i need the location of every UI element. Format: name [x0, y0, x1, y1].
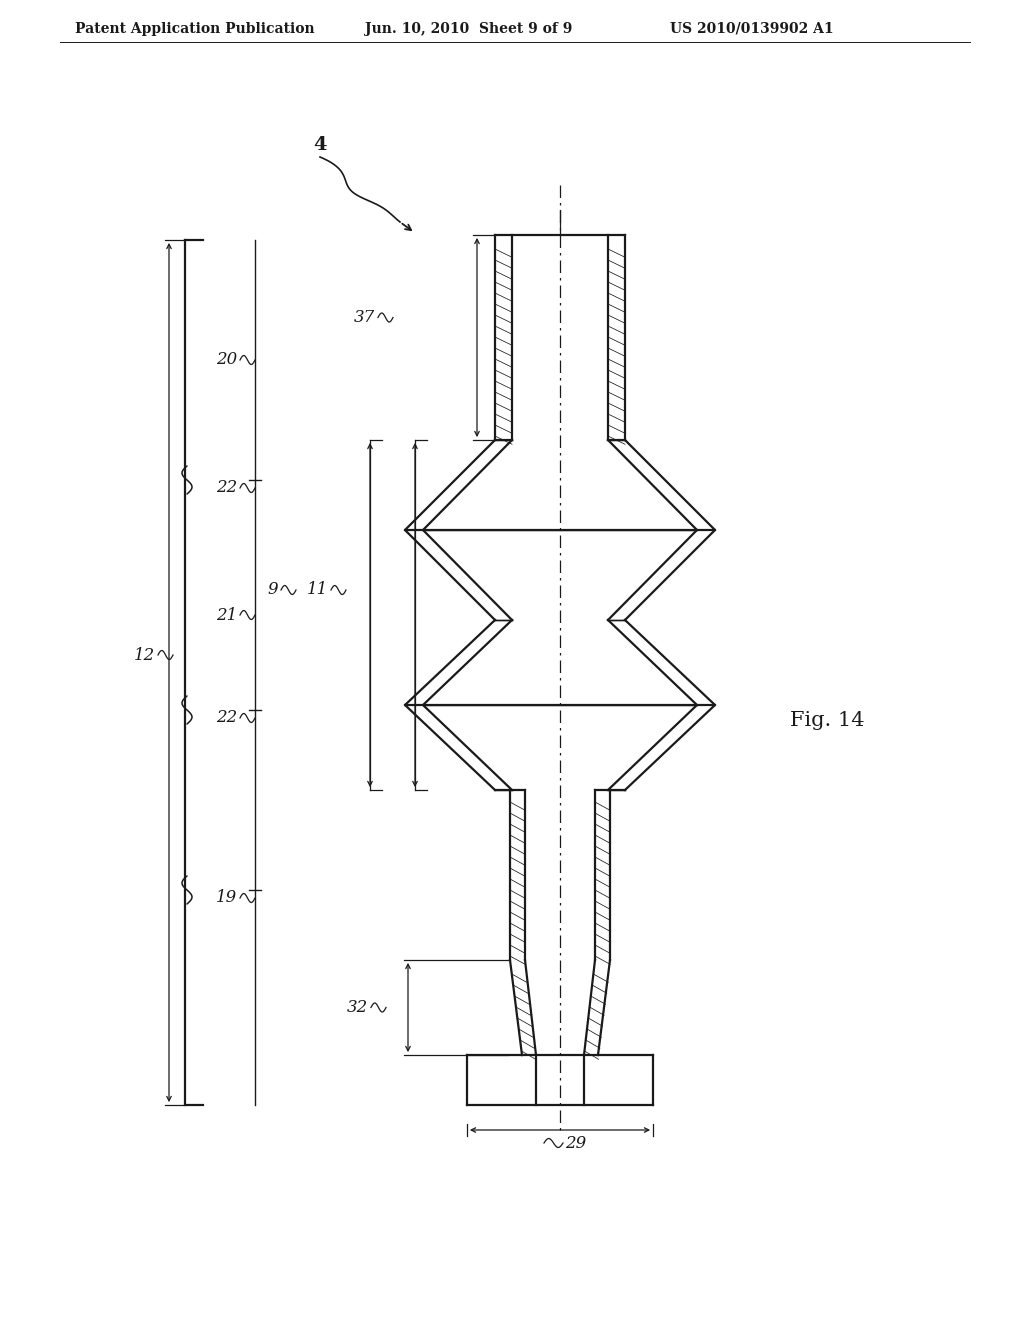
Text: Patent Application Publication: Patent Application Publication — [75, 22, 314, 36]
Text: 22: 22 — [216, 710, 237, 726]
Text: 20: 20 — [216, 351, 237, 368]
Text: 12: 12 — [134, 647, 155, 664]
Text: Fig. 14: Fig. 14 — [790, 710, 864, 730]
Text: 4: 4 — [313, 136, 327, 154]
Text: US 2010/0139902 A1: US 2010/0139902 A1 — [670, 22, 834, 36]
Text: 21: 21 — [216, 606, 237, 623]
Text: 22: 22 — [216, 479, 237, 496]
Text: 29: 29 — [565, 1134, 587, 1151]
Text: 32: 32 — [347, 999, 368, 1016]
Text: 11: 11 — [307, 582, 328, 598]
Text: 9: 9 — [267, 582, 278, 598]
Text: 19: 19 — [216, 890, 237, 907]
Text: Jun. 10, 2010  Sheet 9 of 9: Jun. 10, 2010 Sheet 9 of 9 — [365, 22, 572, 36]
Text: 37: 37 — [353, 309, 375, 326]
